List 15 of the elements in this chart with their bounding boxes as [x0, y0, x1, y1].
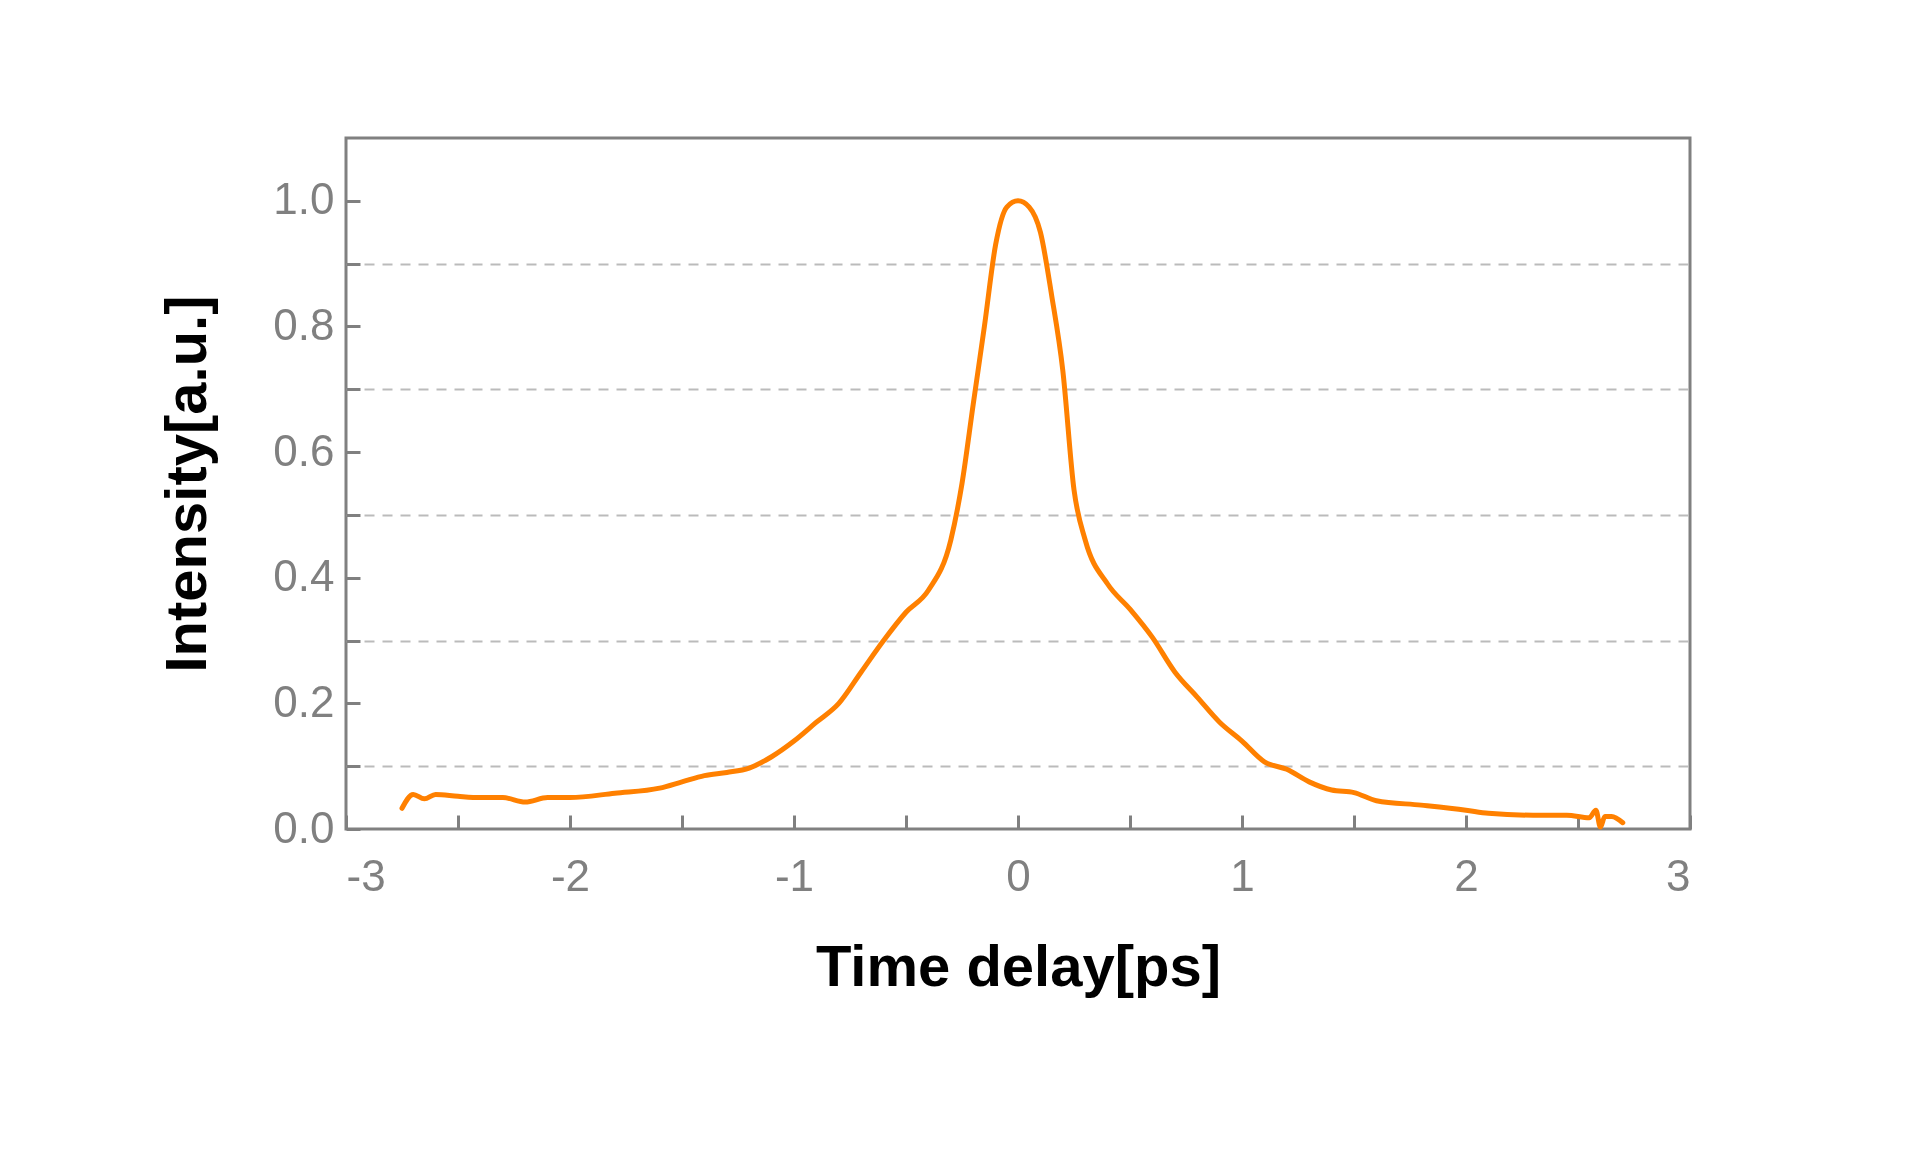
y-tick-label: 0.4 [273, 551, 335, 601]
y-tick-label: 0.6 [273, 425, 335, 475]
x-axis-title: Time delay[ps] [815, 932, 1222, 998]
x-tick-label: 1 [1230, 850, 1255, 900]
x-tick-label: -3 [346, 850, 386, 900]
x-tick-label: -2 [550, 850, 591, 900]
x-tick-label: -1 [774, 850, 815, 900]
x-tick-label: 3 [1666, 850, 1691, 900]
x-tick-label: 0 [1006, 850, 1031, 900]
y-tick-label: 0.0 [273, 802, 335, 852]
y-tick-label: 0.8 [273, 299, 335, 349]
y-axis-title: Intensity[a.u.] [153, 295, 219, 673]
y-tick-label: 0.2 [273, 676, 335, 726]
x-tick-label: 2 [1454, 850, 1479, 900]
y-tick-label: 1.0 [273, 174, 335, 224]
